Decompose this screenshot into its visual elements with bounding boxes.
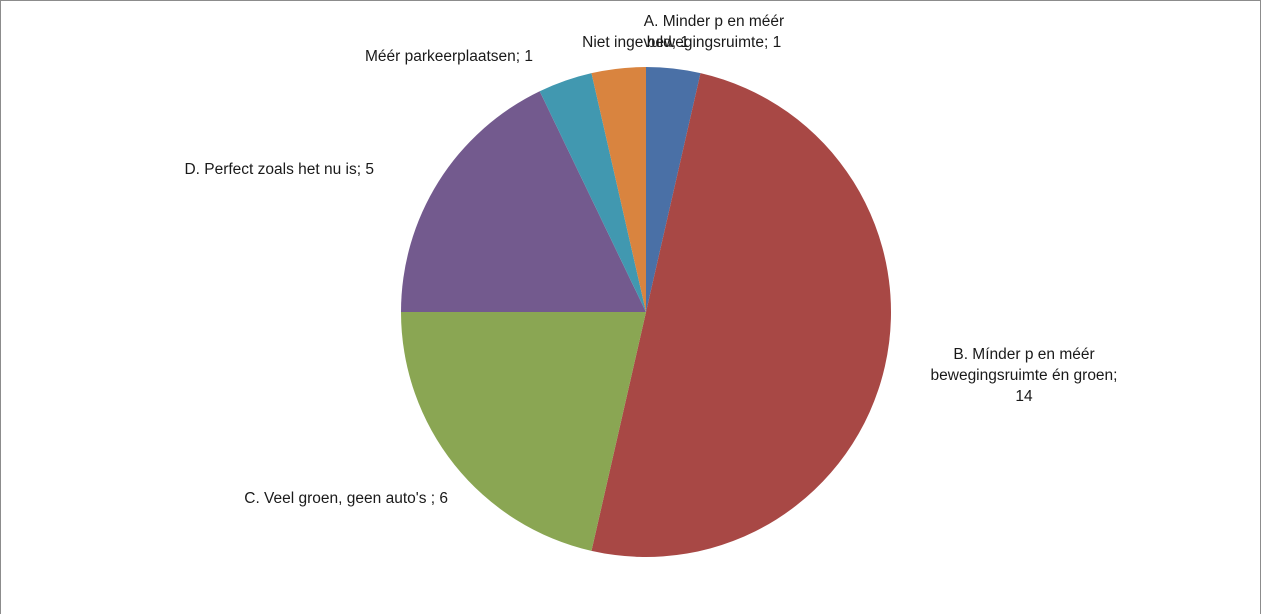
slice-niet-ingevuld <box>591 67 646 312</box>
slice-d <box>400 91 646 312</box>
slice-parkeerplaatsen <box>539 73 646 312</box>
label-a: A. Minder p en méér bewegingsruimte; 1 <box>643 13 785 51</box>
label-c: C. Veel groen, geen auto's ; 6 <box>244 490 448 507</box>
slice-b <box>591 73 892 558</box>
label-d: D. Perfect zoals het nu is; 5 <box>184 161 374 178</box>
slice-c <box>401 312 646 551</box>
slice-a <box>646 67 701 312</box>
label-niet-ingevuld: Niet ingevuld; 1 <box>582 34 689 51</box>
label-parkeerplaatsen: Méér parkeerplaatsen; 1 <box>364 48 533 65</box>
label-b: B. Mínder p en méér bewegingsruimte én g… <box>930 346 1118 405</box>
